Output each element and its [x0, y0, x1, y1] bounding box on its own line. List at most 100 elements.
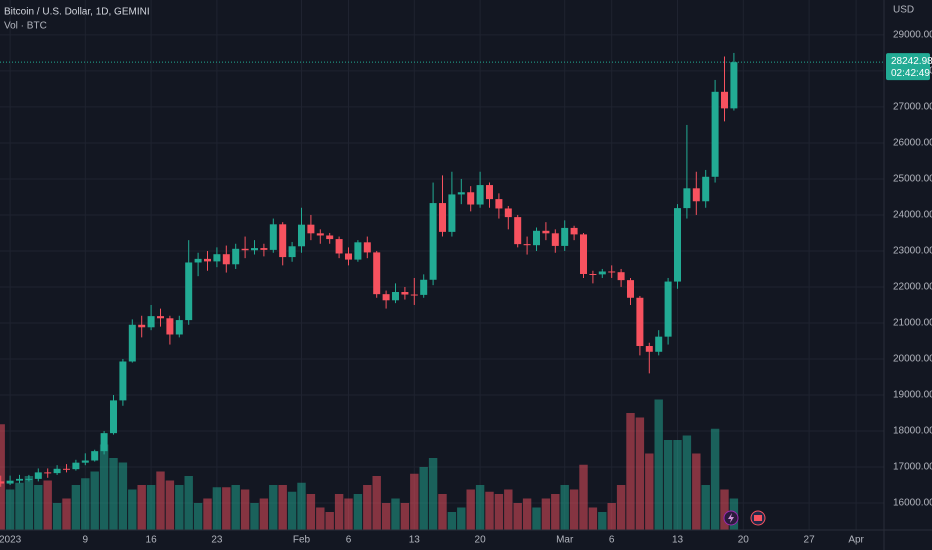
candle-body — [617, 272, 625, 281]
candle-body — [326, 235, 334, 240]
candle-body — [251, 248, 258, 251]
candle-body — [34, 472, 42, 479]
volume-bar — [522, 498, 532, 530]
x-tick-label: 13 — [672, 535, 684, 546]
volume-bar — [701, 485, 710, 530]
candle-body — [410, 294, 418, 296]
candle-body — [288, 246, 296, 258]
volume-bar — [654, 399, 663, 530]
volume-bar — [306, 494, 316, 530]
volume-bar — [212, 487, 222, 530]
candle-body — [429, 203, 437, 280]
volume-bar — [372, 476, 381, 530]
volume-bar — [682, 435, 692, 530]
y-tick-label: 29000.00 — [893, 30, 932, 41]
volume-bar — [118, 462, 128, 530]
volume-bar — [663, 440, 673, 530]
volume-bar — [231, 485, 240, 530]
candle-body — [495, 199, 503, 209]
last-price-box — [886, 53, 930, 81]
volume-bar — [504, 489, 513, 530]
candle-body — [448, 194, 456, 232]
volume-bar — [381, 503, 391, 530]
candle-body — [241, 248, 249, 251]
volume-bar — [673, 440, 682, 530]
volume-bar — [193, 503, 203, 530]
candle-body — [307, 224, 315, 234]
x-tick-label: 27 — [804, 535, 816, 546]
volume-bar — [607, 503, 616, 530]
candle-body — [439, 203, 446, 232]
volume-bar — [541, 498, 551, 530]
candle-body — [81, 460, 89, 463]
candle-body — [204, 258, 211, 262]
candle-body — [570, 227, 578, 235]
volume-bar — [569, 489, 579, 530]
volume-bar — [438, 494, 447, 530]
candle-body — [608, 271, 616, 273]
volume-bar — [71, 485, 81, 530]
candle-body — [711, 91, 719, 177]
volume-bar — [532, 507, 541, 530]
volume-bar — [353, 494, 363, 530]
volume-bar — [325, 512, 334, 530]
candle-body — [0, 481, 5, 484]
y-tick-label: 27000.00 — [893, 102, 932, 113]
volume-bar — [400, 503, 410, 530]
candle-body — [345, 253, 352, 260]
x-tick-label: 20 — [738, 535, 750, 546]
y-tick-label: 18000.00 — [893, 426, 932, 437]
candle-body — [382, 294, 390, 301]
volume-bar — [0, 424, 5, 530]
candle-body — [119, 361, 127, 401]
volume-bar — [15, 482, 24, 530]
candle-body — [580, 234, 587, 275]
candle-body — [589, 274, 597, 276]
candle-body — [664, 281, 672, 337]
volume-bar — [297, 482, 306, 530]
currency-label: USD — [893, 5, 914, 16]
x-tick-label: 2023 — [0, 535, 22, 546]
candle-body — [157, 316, 164, 319]
candle-body — [598, 271, 606, 275]
volume-bar — [391, 498, 400, 530]
volume-bar — [419, 467, 428, 530]
candle-body — [110, 400, 117, 434]
candle-body — [692, 188, 700, 202]
candle-body — [335, 239, 343, 254]
candle-body — [279, 224, 287, 258]
candle-body — [721, 91, 728, 109]
volume-bar — [5, 489, 15, 530]
candle-body — [551, 233, 559, 246]
x-tick-label: Feb — [293, 535, 311, 546]
candle-body — [504, 208, 512, 218]
volume-bar — [645, 453, 654, 530]
price-pane — [0, 52, 884, 487]
volume-bar — [175, 485, 184, 530]
volume-bar — [278, 485, 287, 530]
y-tick-label: 17000.00 — [893, 462, 932, 473]
candle-body — [316, 233, 324, 236]
candle-body — [232, 248, 240, 265]
candle-body — [420, 279, 428, 295]
x-tick-label: Apr — [848, 535, 864, 546]
volume-bar — [428, 458, 438, 530]
x-tick-label: 6 — [346, 535, 352, 546]
candle-body — [523, 244, 531, 246]
volume-bar — [156, 471, 165, 530]
volume-bar — [184, 476, 193, 530]
candle-body — [645, 346, 653, 352]
event-icons[interactable] — [723, 510, 766, 526]
countdown-label: 02:42:49 — [891, 68, 930, 79]
candle-body — [354, 242, 362, 260]
candle-body — [514, 217, 522, 245]
event-icon-glyph — [754, 515, 762, 521]
volume-pane — [0, 399, 739, 530]
candle-body — [401, 292, 409, 295]
candle-body — [185, 262, 193, 321]
volume-bar — [513, 503, 522, 530]
candle-body — [298, 224, 305, 247]
volume-bar — [52, 503, 62, 530]
volume-bar — [588, 507, 598, 530]
candle-body — [636, 297, 644, 347]
